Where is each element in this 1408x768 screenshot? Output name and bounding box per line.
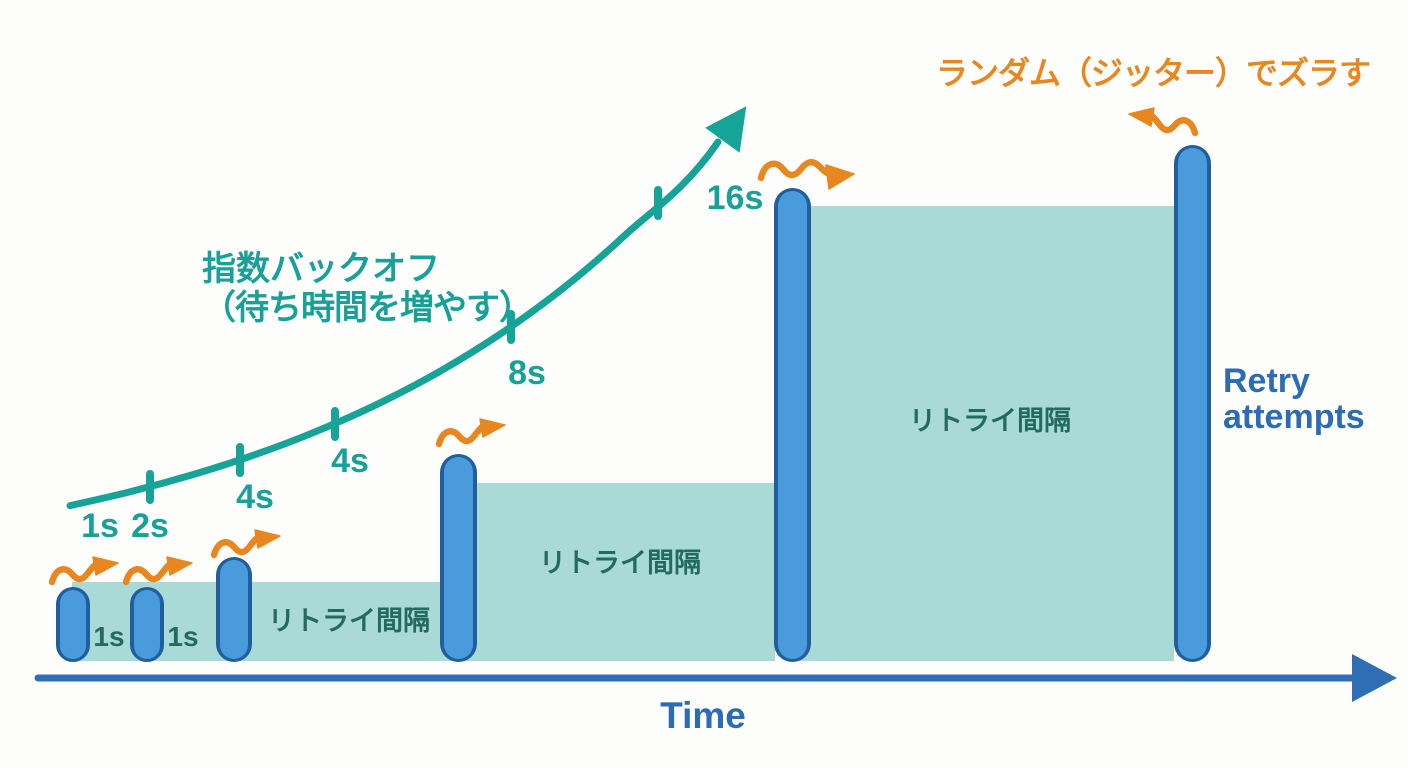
svg-text:16s: 16s (707, 179, 764, 217)
svg-text:Retry: Retry (1223, 362, 1310, 400)
svg-text:リトライ間隔: リトライ間隔 (909, 406, 1071, 436)
svg-text:4s: 4s (236, 478, 274, 516)
svg-text:指数バックオフ: 指数バックオフ (202, 250, 440, 288)
svg-text:Time: Time (660, 695, 746, 736)
svg-text:1s: 1s (93, 621, 124, 652)
svg-text:1s: 1s (167, 621, 198, 652)
svg-text:1s: 1s (81, 507, 119, 545)
svg-text:2s: 2s (131, 507, 169, 545)
svg-text:4s: 4s (331, 442, 369, 480)
svg-text:attempts: attempts (1223, 398, 1365, 436)
svg-text:（待ち時間を増やす）: （待ち時間を増やす） (202, 288, 532, 327)
svg-text:リトライ間隔: リトライ間隔 (539, 548, 701, 578)
svg-text:8s: 8s (508, 354, 546, 392)
svg-text:リトライ間隔: リトライ間隔 (268, 606, 430, 636)
svg-text:ランダム（ジッター）でズラす: ランダム（ジッター）でズラす (936, 55, 1370, 91)
